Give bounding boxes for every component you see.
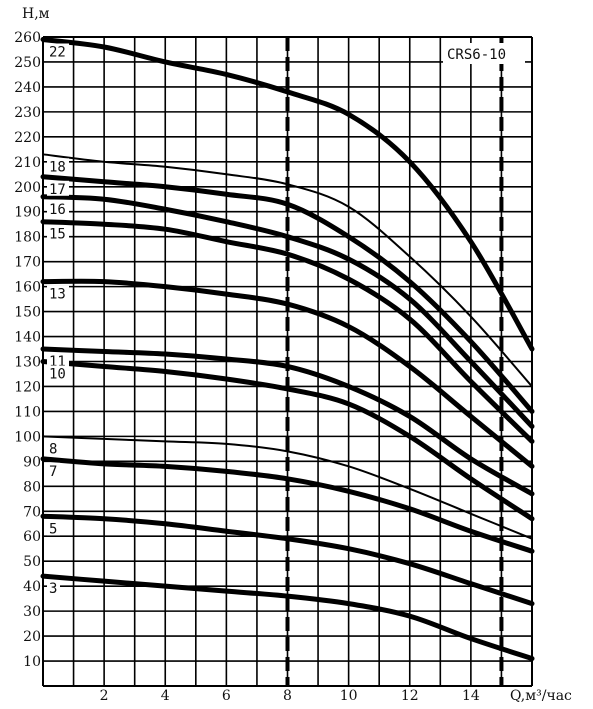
y-tick-label: 160: [14, 280, 41, 296]
x-tick-label: 8: [283, 688, 292, 704]
y-tick-label: 120: [14, 379, 41, 395]
y-tick-label: 30: [23, 604, 41, 620]
y-tick-label: 220: [14, 130, 41, 146]
x-axis-label: Q,м³/час: [510, 688, 572, 704]
series-label-22: 22: [49, 44, 66, 60]
series-label-bg: [47, 43, 69, 59]
y-tick-label: 110: [14, 404, 41, 420]
series-curve-11: [40, 346, 535, 497]
series-label-bg: [47, 158, 69, 174]
series-curve-8: [42, 435, 533, 540]
series-label-15: 15: [49, 227, 66, 243]
y-tick-label: 170: [14, 255, 41, 271]
y-tick-label: 70: [23, 504, 41, 520]
series-label-bg: [47, 520, 60, 536]
model-label-box: [443, 43, 525, 64]
chart-title: CRS6-10: [447, 47, 506, 63]
series-label-10: 10: [49, 367, 66, 383]
series-label-bg: [47, 285, 69, 301]
series-label-bg: [47, 180, 69, 196]
y-tick-label: 210: [14, 155, 41, 171]
series-label-13: 13: [49, 287, 66, 303]
series-label-bg: [47, 225, 69, 241]
series-curve-13: [40, 278, 535, 469]
x-tick-label: 4: [161, 688, 170, 704]
series-curve-5: [40, 513, 535, 607]
series-curve-10: [40, 359, 535, 522]
series-label-16: 16: [49, 202, 66, 218]
y-tick-label: 230: [14, 105, 41, 121]
y-tick-label: 260: [14, 30, 41, 46]
grid: [42, 36, 533, 687]
series-curve-18: [42, 153, 533, 388]
y-tick-label: 20: [23, 629, 41, 645]
y-tick-label: 180: [14, 230, 41, 246]
y-tick-label: 150: [14, 305, 41, 321]
x-tick-labels: 2 4 6 8 10 12 14: [100, 688, 480, 704]
reference-lines: [285, 37, 504, 686]
series-label-bg: [47, 580, 60, 596]
y-tick-label: 40: [23, 579, 41, 595]
y-tick-label: 250: [14, 55, 41, 71]
y-tick-label: 200: [14, 180, 41, 196]
series-label-17: 17: [49, 182, 66, 198]
series-label-bg: [47, 200, 69, 216]
y-tick-label: 50: [23, 554, 41, 570]
x-tick-label: 10: [340, 688, 358, 704]
y-tick-labels: 10 20 30 40 50 60 70 80 90 100 110 120 130 140 150 160 1…: [14, 30, 41, 670]
series-curve-16: [40, 194, 535, 429]
series-label-8: 8: [49, 441, 57, 457]
series-label-7: 7: [49, 464, 57, 480]
x-tick-label: 14: [462, 688, 480, 704]
y-tick-label: 60: [23, 529, 41, 545]
series-label-5: 5: [49, 521, 57, 537]
series-curve-22: [40, 36, 535, 352]
series-label-18: 18: [49, 159, 66, 175]
series-label-bg: [47, 353, 69, 369]
y-axis-label: Н,м: [22, 6, 50, 22]
series-label-bg: [47, 365, 69, 381]
series-curve-7: [40, 456, 535, 554]
series-curve-3: [40, 573, 535, 662]
y-tick-label: 140: [14, 330, 41, 346]
y-tick-label: 10: [23, 654, 41, 670]
y-tick-label: 190: [14, 205, 41, 221]
series-curve-17: [40, 174, 535, 414]
y-tick-label: 130: [14, 355, 41, 371]
series-curve-15: [40, 219, 535, 444]
series-label-3: 3: [49, 581, 57, 597]
y-tick-label: 100: [14, 429, 41, 445]
x-tick-label: 6: [222, 688, 231, 704]
series-label-bg: [47, 462, 60, 478]
y-tick-label: 90: [23, 454, 41, 470]
y-tick-label: 80: [23, 479, 41, 495]
x-tick-label: 12: [401, 688, 419, 704]
series-curves: [40, 36, 535, 662]
y-tick-label: 240: [14, 80, 41, 96]
series-label-bg: [47, 440, 60, 456]
x-tick-label: 2: [100, 688, 109, 704]
